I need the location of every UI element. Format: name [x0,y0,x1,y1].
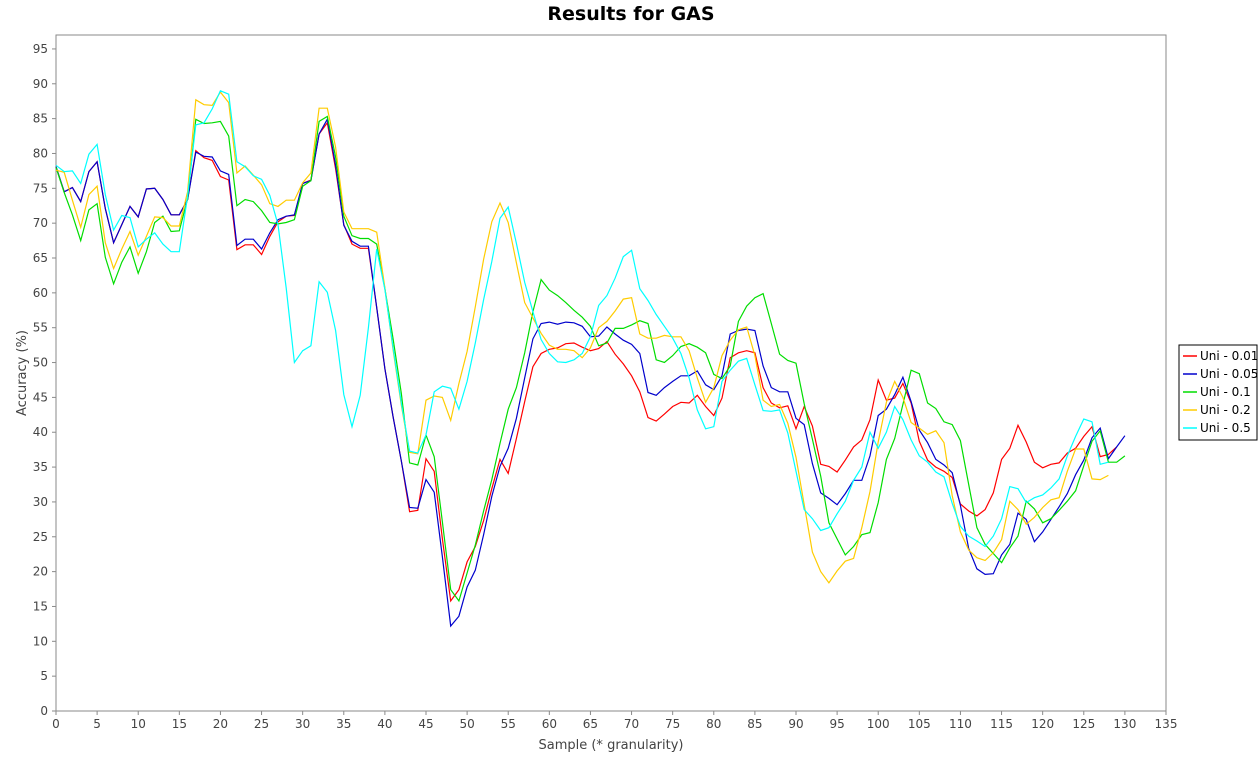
y-tick-label: 95 [33,42,48,56]
y-tick-label: 45 [33,390,48,404]
x-tick-label: 75 [665,717,680,731]
y-tick-label: 65 [33,251,48,265]
y-tick-label: 15 [33,599,48,613]
x-tick-label: 60 [542,717,557,731]
y-tick-label: 35 [33,460,48,474]
x-tick-label: 10 [131,717,146,731]
y-tick-label: 85 [33,112,48,126]
y-tick-label: 90 [33,77,48,91]
y-tick-label: 0 [40,704,48,718]
x-tick-label: 15 [172,717,187,731]
x-axis: 0 5 10 15 20 25 30 35 40 45 50 55 60 65 70 75 80 85 90 95 10… [52,711,1177,731]
y-axis: 0 5 10 15 20 25 30 35 40 45 50 55 60 65 70 75 80 85 90 95 [33,42,56,718]
x-tick-label: 45 [418,717,433,731]
y-tick-label: 80 [33,146,48,160]
x-tick-label: 40 [377,717,392,731]
y-tick-label: 5 [40,669,48,683]
y-tick-label: 70 [33,216,48,230]
legend-entry: Uni - 0.05 [1200,367,1258,381]
x-tick-label: 120 [1031,717,1054,731]
plot-area [55,34,1167,712]
legend: Uni - 0.01 Uni - 0.05 Uni - 0.1 Uni - 0.2 Un… [1178,344,1258,441]
x-axis-label: Sample (* granularity) [538,738,683,753]
x-tick-label: 25 [254,717,269,731]
x-tick-label: 100 [867,717,890,731]
x-tick-label: 50 [459,717,474,731]
y-tick-label: 25 [33,530,48,544]
legend-entry: Uni - 0.2 [1200,403,1251,417]
x-tick-label: 110 [949,717,972,731]
series-line-2 [55,115,1126,603]
y-tick-label: 60 [33,286,48,300]
x-tick-label: 115 [990,717,1013,731]
x-tick-label: 5 [93,717,101,731]
x-tick-label: 85 [747,717,762,731]
series-line-3 [55,91,1109,584]
legend-entry: Uni - 0.01 [1200,349,1258,363]
series-line-4 [55,90,1109,548]
legend-entry: Uni - 0.5 [1200,421,1251,435]
y-tick-label: 40 [33,425,48,439]
x-tick-label: 130 [1113,717,1136,731]
y-axis-label: Accuracy (%) [15,330,30,416]
x-tick-label: 105 [908,717,931,731]
x-tick-label: 125 [1072,717,1095,731]
x-tick-label: 95 [829,717,844,731]
x-tick-label: 55 [501,717,516,731]
x-tick-label: 30 [295,717,310,731]
y-tick-label: 75 [33,181,48,195]
y-tick-label: 55 [33,321,48,335]
x-tick-label: 35 [336,717,351,731]
x-tick-label: 20 [213,717,228,731]
x-tick-label: 90 [788,717,803,731]
y-tick-label: 50 [33,356,48,370]
x-tick-label: 70 [624,717,639,731]
y-tick-label: 30 [33,495,48,509]
y-tick-label: 10 [33,634,48,648]
series-layer [55,90,1126,628]
y-tick-label: 20 [33,565,48,579]
x-tick-label: 0 [52,717,60,731]
chart-title: Results for GAS [547,3,714,25]
x-tick-label: 65 [583,717,598,731]
legend-entry: Uni - 0.1 [1200,385,1251,399]
x-tick-label: 80 [706,717,721,731]
x-tick-label: 135 [1155,717,1178,731]
